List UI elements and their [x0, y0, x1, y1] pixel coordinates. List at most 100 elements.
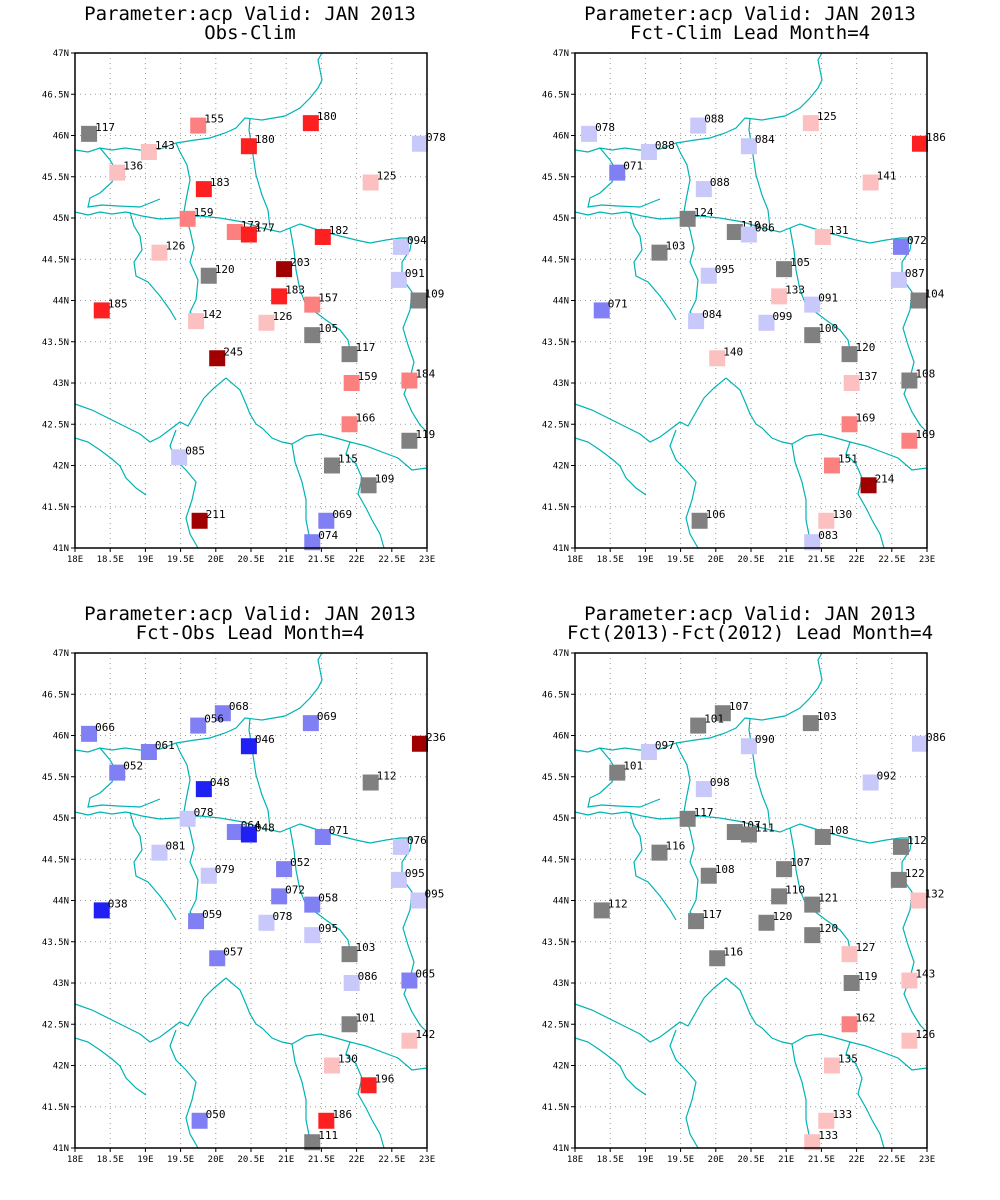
station-value: 126 — [272, 310, 292, 323]
station-marker — [804, 1134, 821, 1151]
station-marker — [302, 715, 319, 732]
boundary-line — [791, 433, 928, 471]
boundary-line — [748, 717, 771, 829]
x-tick-label: 19E — [137, 1155, 153, 1165]
station-marker — [901, 1032, 918, 1049]
station-value: 166 — [356, 411, 376, 424]
station-marker — [862, 774, 879, 791]
station-marker — [304, 534, 321, 551]
y-tick-label: 41.5N — [542, 1103, 569, 1113]
station-value: 078 — [595, 121, 615, 134]
station-marker — [209, 350, 226, 367]
station-value: 116 — [665, 840, 685, 853]
y-tick-label: 47N — [53, 649, 69, 659]
y-tick-label: 46N — [53, 732, 69, 742]
station-value: 183 — [210, 176, 230, 189]
station-value: 105 — [318, 322, 338, 335]
station-value: 103 — [665, 240, 685, 253]
station-marker — [341, 1016, 358, 1033]
y-tick-label: 42N — [553, 462, 569, 472]
y-tick-label: 46.5N — [42, 690, 69, 700]
y-tick-label: 47N — [553, 49, 569, 59]
boundary-line — [74, 977, 227, 1043]
station-value: 087 — [905, 267, 925, 280]
station-marker — [360, 1077, 377, 1094]
y-tick-label: 43.5N — [542, 938, 569, 948]
station-marker — [771, 288, 788, 305]
y-tick-label: 46.5N — [542, 690, 569, 700]
station-marker — [814, 828, 831, 845]
station-marker — [109, 764, 126, 781]
y-tick-label: 46N — [53, 132, 69, 142]
station-value: 117 — [694, 806, 714, 819]
station-value: 111 — [755, 822, 775, 835]
station-marker — [190, 717, 207, 734]
x-tick-label: 21E — [278, 1155, 294, 1165]
boundary-line — [129, 811, 177, 921]
station-marker — [343, 375, 360, 391]
station-marker — [226, 824, 243, 841]
station-marker — [640, 144, 657, 160]
y-tick-label: 43N — [553, 979, 569, 989]
x-tick-label: 23E — [419, 555, 435, 565]
x-tick-label: 19.5E — [667, 1155, 694, 1165]
station-marker — [910, 892, 927, 909]
station-marker — [179, 810, 196, 827]
station-value: 157 — [318, 292, 338, 305]
station-value: 177 — [255, 222, 275, 235]
station-marker — [581, 125, 598, 142]
y-tick-label: 42N — [53, 462, 69, 472]
station-value: 151 — [838, 453, 858, 466]
station-value: 052 — [123, 760, 143, 773]
station-value: 071 — [608, 297, 628, 310]
station-marker — [140, 144, 157, 160]
stations: 107 101 103 090 097 086 101 092 098 117 107 111 108 1… — [593, 700, 946, 1151]
gridlines — [75, 53, 427, 548]
station-value: 046 — [255, 733, 275, 746]
station-marker — [411, 135, 428, 152]
station-value: 069 — [332, 508, 352, 521]
x-tick-label: 18.5E — [597, 555, 624, 565]
x-tick-label: 20E — [708, 1155, 724, 1165]
station-value: 088 — [655, 139, 675, 152]
boundary-line — [291, 1033, 428, 1071]
station-value: 140 — [723, 345, 743, 358]
station-marker — [276, 861, 293, 878]
station-marker — [401, 372, 418, 389]
boundary-line — [901, 837, 928, 1033]
y-tick-label: 41N — [553, 1144, 569, 1154]
station-marker — [843, 375, 860, 391]
y-tick-label: 42.5N — [42, 1020, 69, 1030]
station-value: 110 — [785, 883, 805, 896]
station-value: 183 — [285, 283, 305, 296]
x-tick-label: 21E — [778, 555, 794, 565]
station-value: 095 — [405, 867, 425, 880]
station-value: 056 — [204, 713, 224, 726]
station-value: 117 — [702, 908, 722, 921]
y-tick-label: 42N — [53, 1062, 69, 1072]
boundary-line — [845, 1041, 885, 1149]
station-marker — [392, 238, 409, 255]
station-marker — [804, 896, 821, 913]
station-marker — [700, 267, 717, 284]
station-value: 162 — [856, 1011, 876, 1024]
station-marker — [341, 946, 358, 963]
station-marker — [691, 512, 708, 529]
station-value: 108 — [829, 824, 849, 837]
x-tick-label: 22E — [348, 1155, 364, 1165]
station-value: 180 — [317, 110, 337, 123]
station-marker — [841, 946, 858, 963]
station-marker — [818, 1112, 835, 1129]
x-tick-label: 18.5E — [597, 1155, 624, 1165]
x-tick-label: 22E — [848, 555, 864, 565]
station-marker — [304, 927, 321, 944]
y-tick-label: 41N — [553, 544, 569, 554]
station-marker — [841, 346, 858, 363]
station-marker — [226, 224, 243, 241]
station-value: 133 — [785, 283, 805, 296]
station-marker — [860, 477, 877, 494]
station-marker — [679, 810, 696, 827]
station-marker — [726, 224, 743, 241]
station-value: 101 — [623, 760, 643, 773]
